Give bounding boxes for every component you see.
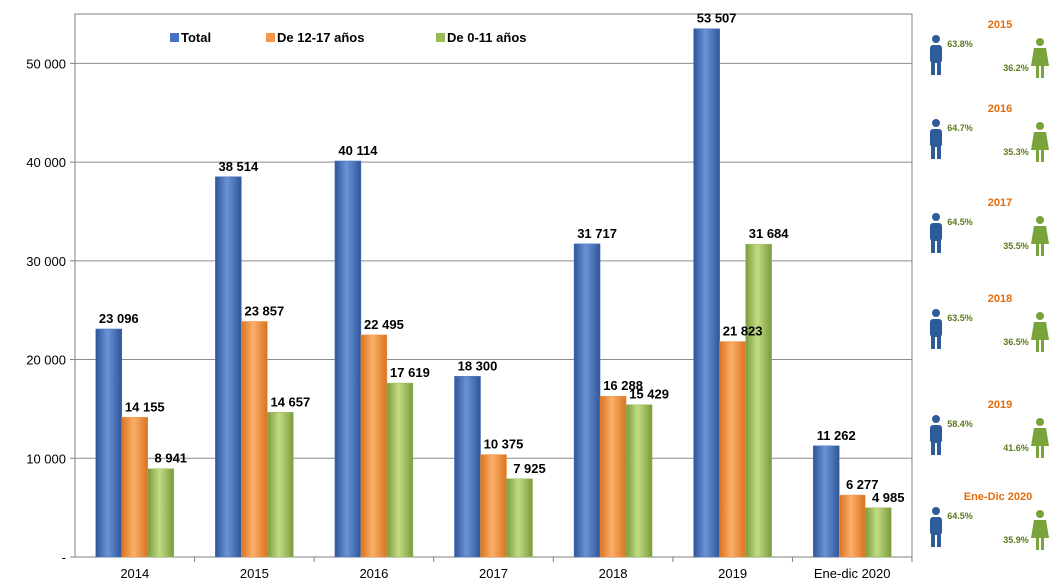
y-tick-label: 50 000: [26, 56, 66, 71]
female-figure-icon: [1031, 122, 1049, 162]
bar-1-6: [838, 494, 866, 558]
bars: [95, 28, 892, 558]
data-label: 31 717: [577, 226, 617, 241]
bar-2-0: [147, 468, 175, 558]
data-label: 11 262: [817, 428, 856, 443]
y-tick-label: 30 000: [26, 254, 66, 269]
panel-male-pct: 63.8%: [947, 39, 973, 49]
data-label: 38 514: [218, 159, 259, 174]
bar-2-5: [745, 243, 772, 558]
panel-male-pct: 64.5%: [947, 217, 973, 227]
x-tick-label: 2017: [479, 566, 508, 581]
data-label: 16 288: [603, 378, 643, 393]
bar-1-4: [599, 395, 627, 558]
data-labels: 23 096 14 155 8 941 38 514 23 857 14 657 40 11…: [99, 11, 905, 505]
legend-swatch: [436, 33, 445, 42]
male-figure-icon: [930, 119, 942, 159]
data-label: 8 941: [155, 451, 188, 466]
y-axis: - 10 000 20 000 30 000 40 000 50 000: [26, 56, 75, 565]
x-tick-label: 2018: [599, 566, 628, 581]
panel-year-label: Ene-Dic 2020: [964, 491, 1032, 503]
male-figure-icon: [930, 309, 942, 349]
panel-year-label: 2015: [988, 19, 1012, 31]
x-tick-label: 2015: [240, 566, 269, 581]
y-tick-label: 10 000: [26, 451, 66, 466]
legend-swatch: [170, 33, 179, 42]
bar-1-0: [121, 417, 149, 558]
data-label: 23 857: [244, 303, 284, 318]
male-figure-icon: [930, 213, 942, 253]
bar-1-1: [241, 321, 268, 558]
bar-1-2: [360, 334, 388, 558]
panel-female-pct: 35.9%: [1003, 535, 1029, 545]
data-label: 14 657: [270, 394, 310, 409]
x-tick-label: 2019: [718, 566, 747, 581]
bar-0-4: [573, 243, 601, 558]
bar-chart: - 10 000 20 000 30 000 40 000 50 000 23 096 14…: [26, 11, 913, 581]
data-label: 14 155: [125, 399, 165, 414]
data-label: 17 619: [390, 365, 430, 380]
bar-2-3: [506, 478, 533, 558]
legend-label: De 12-17 años: [277, 30, 364, 45]
female-figure-icon: [1031, 418, 1049, 458]
panel-year-label: 2018: [988, 293, 1012, 305]
y-tick-label: 40 000: [26, 155, 66, 170]
data-label: 23 096: [99, 311, 139, 326]
panel-female-pct: 36.2%: [1003, 63, 1029, 73]
legend: Total De 12-17 años De 0-11 años: [170, 30, 527, 45]
y-tick-label: 20 000: [26, 353, 66, 368]
panel-male-pct: 63.5%: [947, 313, 973, 323]
data-label: 6 277: [846, 477, 879, 492]
bar-0-1: [215, 176, 242, 558]
data-label: 10 375: [484, 437, 524, 452]
panel-year-label: 2016: [988, 103, 1012, 115]
bar-2-2: [386, 382, 414, 558]
x-axis: 2014 2015 2016 2017 2018 2019 Ene-dic 2020: [120, 557, 913, 581]
panel-male-pct: 64.5%: [947, 511, 973, 521]
female-figure-icon: [1031, 312, 1049, 352]
bar-0-0: [95, 328, 123, 558]
male-figure-icon: [930, 507, 942, 547]
panel-year-label: 2019: [988, 399, 1012, 411]
x-tick-label: Ene-dic 2020: [814, 566, 891, 581]
bar-0-3: [454, 376, 481, 558]
legend-label: De 0-11 años: [447, 30, 527, 45]
male-figure-icon: [930, 415, 942, 455]
bar-0-2: [334, 160, 362, 558]
panel-female-pct: 35.3%: [1003, 147, 1029, 157]
panel-female-pct: 35.5%: [1003, 241, 1029, 251]
bar-1-3: [480, 454, 507, 558]
x-tick-label: 2014: [120, 566, 149, 581]
data-label: 40 114: [338, 143, 378, 158]
panel-male-pct: 58.4%: [947, 419, 973, 429]
legend-swatch: [266, 33, 275, 42]
data-label: 18 300: [458, 358, 498, 373]
data-label: 53 507: [697, 11, 737, 26]
panel-female-pct: 36.5%: [1003, 337, 1029, 347]
female-figure-icon: [1031, 510, 1049, 550]
legend-label: Total: [181, 30, 211, 45]
gender-side-panel: 2015 63.8% 36.2% 2016 64.7% 35.3% 2017 64.5% 35.…: [930, 19, 1049, 550]
bar-1-5: [719, 341, 746, 558]
x-tick-label: 2016: [359, 566, 388, 581]
panel-female-pct: 41.6%: [1003, 443, 1029, 453]
data-label: 4 985: [872, 490, 905, 505]
panel-male-pct: 64.7%: [947, 123, 973, 133]
data-label: 31 684: [749, 226, 790, 241]
bar-2-4: [625, 404, 653, 558]
data-label: 15 429: [629, 387, 669, 402]
bar-2-1: [267, 412, 294, 558]
female-figure-icon: [1031, 38, 1049, 78]
data-label: 21 823: [723, 324, 763, 339]
panel-year-label: 2017: [988, 197, 1012, 209]
male-figure-icon: [930, 35, 942, 75]
bar-0-6: [812, 445, 840, 558]
bar-0-5: [693, 28, 720, 558]
female-figure-icon: [1031, 216, 1049, 256]
y-tick-label: -: [62, 550, 66, 565]
data-label: 7 925: [513, 461, 546, 476]
bar-2-6: [864, 507, 892, 558]
data-label: 22 495: [364, 317, 404, 332]
